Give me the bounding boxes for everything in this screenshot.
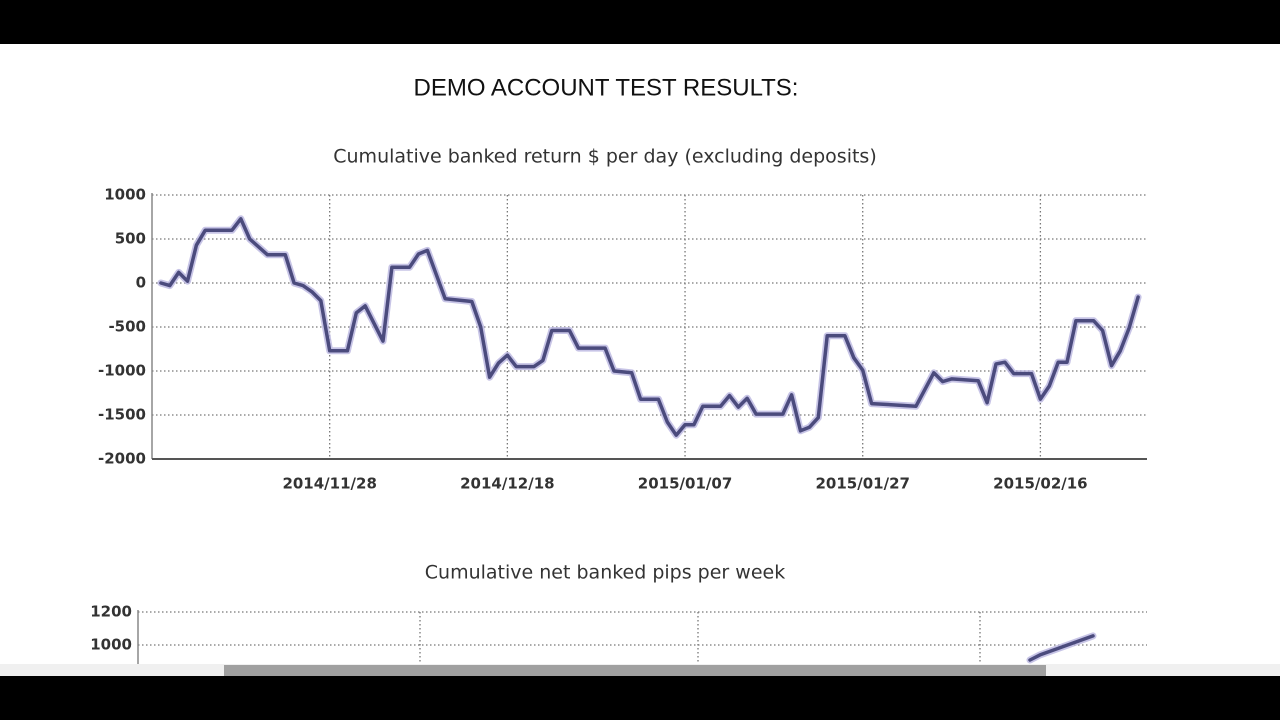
y-tick-label: -1000 bbox=[98, 362, 146, 380]
line-series bbox=[159, 217, 1140, 437]
y-tick-label: -2000 bbox=[98, 450, 146, 468]
chart-title: Cumulative net banked pips per week bbox=[425, 562, 785, 584]
y-tick-label: -1500 bbox=[98, 406, 146, 424]
y-tick-label: 1200 bbox=[90, 603, 132, 621]
chart-1: Cumulative banked return $ per day (excl… bbox=[98, 146, 1147, 493]
y-tick-label: -500 bbox=[108, 318, 146, 336]
y-tick-label: 1000 bbox=[104, 186, 146, 204]
chart-2: Cumulative net banked pips per week 1000 1… bbox=[90, 562, 1147, 664]
y-tick-label: 1000 bbox=[90, 636, 132, 654]
line-series bbox=[1028, 634, 1095, 662]
bottom-bar bbox=[0, 676, 1280, 720]
top-bar bbox=[0, 0, 1280, 44]
x-tick-label: 2015/02/16 bbox=[993, 475, 1087, 493]
x-tick-label: 2015/01/07 bbox=[638, 475, 732, 493]
y-tick-label: 0 bbox=[136, 274, 146, 292]
x-tick-label: 2015/01/27 bbox=[815, 475, 909, 493]
x-tick-label: 2014/11/28 bbox=[282, 475, 376, 493]
y-tick-label: 500 bbox=[115, 230, 146, 248]
chart-title: Cumulative banked return $ per day (excl… bbox=[333, 146, 877, 168]
x-tick-label: 2014/12/18 bbox=[460, 475, 554, 493]
scrollbar-thumb[interactable] bbox=[224, 665, 1046, 676]
page-title: DEMO ACCOUNT TEST RESULTS: bbox=[414, 74, 799, 101]
